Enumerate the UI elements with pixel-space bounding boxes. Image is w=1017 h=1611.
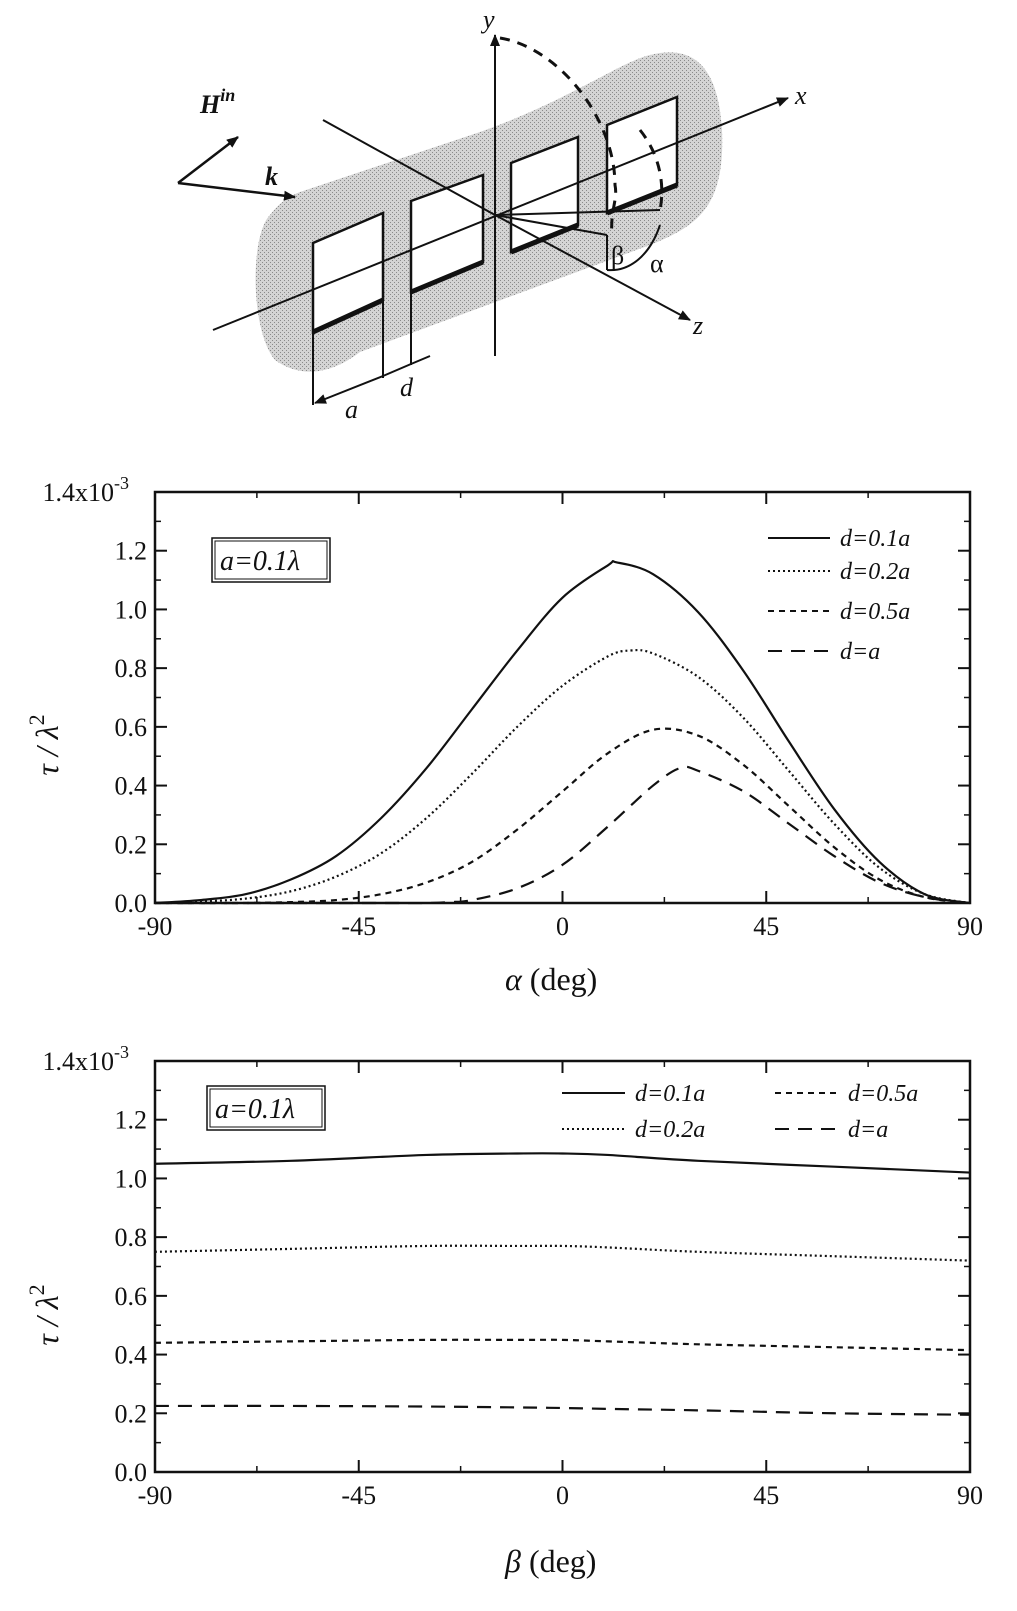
x-tick-label: 0 [556,912,569,941]
x-tick-label: 45 [753,912,779,941]
legend-label-3: d=a [840,639,880,665]
legend-label-3: d=a [848,1117,888,1143]
y-tick-label: 0.2 [115,1399,148,1428]
plot-frame [153,490,972,905]
label-z: z [692,311,703,340]
label-x: x [794,81,807,110]
y-tick-label: 1.4x10-3 [43,473,130,507]
x-tick-label: -90 [138,1481,173,1510]
legend-label-0: d=0.1a [840,526,910,552]
series-line-1 [154,1244,971,1262]
legend: d=0.1a d=0.2a d=0.5a d=a [562,1081,918,1143]
label-h: Hin [199,85,235,119]
series-line-1 [154,648,971,905]
x-axis-label: β (deg) [504,1543,596,1579]
plot-frame [153,1059,972,1474]
dashed-arc-2 [638,129,664,211]
dashed-arc [499,36,618,236]
legend-label-2: d=0.5a [840,599,910,625]
legend-label-0: d=0.1a [635,1081,705,1107]
series-line-3 [155,765,971,905]
y-tick-label: 0.6 [115,1282,148,1311]
box-label: a=0.1λ [220,546,300,577]
y-tick-label: 0.0 [115,1458,148,1487]
chart-beta: -90 -45 0 45 90 0.0 0.2 0.4 0.6 0.8 1.0 1.2 1.4x10-3… [24,1042,983,1579]
series-line-0 [154,560,971,905]
y-tick-label: 0.0 [115,889,148,918]
alpha-arc [606,224,661,272]
d-dim-line [382,363,412,377]
x-tick-label: 90 [957,912,983,941]
a-dim-arrow-left [314,375,384,404]
d-dim-ext [410,355,431,365]
y-tick-label: 0.8 [115,1223,148,1252]
label-k: k [265,162,278,191]
legend: d=0.1a d=0.2a d=0.5a d=a [768,526,910,665]
y-tick-label: 0.6 [115,713,148,742]
label-a: a [345,395,358,424]
y-axis-label: τ / λ2 [24,1284,65,1345]
legend-label-2: d=0.5a [848,1081,918,1107]
y-tick-label: 0.4 [115,1341,148,1370]
y-tick-label: 1.4x10-3 [43,1042,130,1076]
label-d: d [400,373,414,402]
k-vector [177,181,296,201]
x-tick-label: 90 [957,1481,983,1510]
z-axis-line [494,214,691,321]
x-tick-label: -45 [341,1481,376,1510]
aperture-3 [509,135,580,255]
x-axis-label: α (deg) [505,961,597,997]
aperture-4 [605,95,679,216]
box-label-frame [206,1085,326,1131]
observation-direction-line [494,209,661,216]
label-alpha: α [650,249,664,278]
series-line-2 [155,727,971,905]
x-tick-label: 45 [753,1481,779,1510]
legend-label-1: d=0.2a [635,1117,705,1143]
y-tick-label: 0.2 [115,830,148,859]
label-beta: β [611,241,624,270]
series-line-0 [154,1152,971,1174]
plane-line [322,119,496,216]
legend-label-1: d=0.2a [840,559,910,585]
y-tick-label: 1.2 [115,1106,148,1135]
y-tick-label: 1.2 [115,537,148,566]
y-tick-label: 1.0 [115,595,148,624]
y-tick-label: 1.0 [115,1164,148,1193]
y-tick-label: 0.8 [115,654,148,683]
box-label-frame [211,537,331,583]
x-tick-label: -45 [341,912,376,941]
y-tick-label: 0.4 [115,772,148,801]
geometry-diagram: y x z Hin k β α a d [177,5,807,424]
series-line-3 [154,1404,971,1416]
y-axis-label: τ / λ2 [24,714,65,775]
box-label: a=0.1λ [215,1094,295,1125]
x-tick-label: 0 [556,1481,569,1510]
aperture-2 [409,173,485,295]
h-vector [177,136,239,184]
label-y: y [480,5,495,34]
series-line-2 [154,1338,971,1352]
x-tick-label: -90 [138,912,173,941]
projection-line [494,214,608,236]
